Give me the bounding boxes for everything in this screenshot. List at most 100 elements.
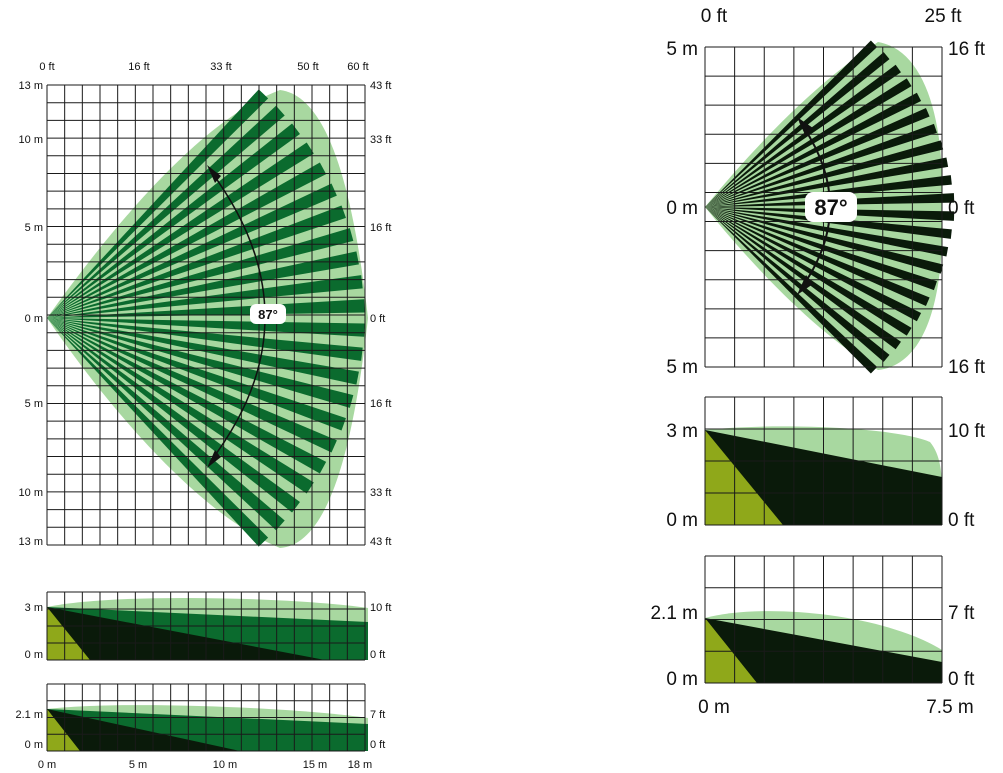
right-angle-arrow-bottom-icon bbox=[797, 275, 813, 295]
left-left-label-13m-bottom: 13 m bbox=[19, 536, 43, 548]
right-side21-label-0ft: 0 ft bbox=[948, 669, 975, 690]
left-right-label-16ft-top: 16 ft bbox=[370, 222, 391, 234]
right-side3-label-10ft: 10 ft bbox=[948, 421, 986, 442]
beam-wedge bbox=[705, 78, 912, 207]
beam-wedge bbox=[47, 251, 359, 318]
left-left-label-10m-top: 10 m bbox=[19, 134, 43, 146]
beam-wedge bbox=[47, 183, 337, 318]
right-side21-label-7ft: 7 ft bbox=[948, 603, 975, 624]
beam-wedge bbox=[47, 318, 337, 453]
right-side3-label-0m: 0 m bbox=[666, 510, 698, 531]
right-left-label-5m-bottom: 5 m bbox=[666, 357, 698, 378]
left-angle-arrow-top-icon bbox=[207, 165, 221, 183]
beam-wedge bbox=[47, 142, 314, 318]
beam-wedge bbox=[705, 207, 878, 374]
left-side21-grid bbox=[46, 683, 366, 752]
beam-wedge bbox=[705, 207, 922, 322]
beam-wedge bbox=[705, 123, 937, 207]
left-right-label-43ft-top: 43 ft bbox=[370, 80, 391, 92]
right-bottom-label-7-5m: 7.5 m bbox=[926, 697, 974, 718]
right-side3-label-3m: 3 m bbox=[666, 421, 698, 442]
right-left-label-5m-top: 5 m bbox=[666, 39, 698, 60]
right-side21-label-2-1m: 2.1 m bbox=[650, 603, 698, 624]
beam-wedge bbox=[705, 92, 922, 207]
left-side3-label-0m: 0 m bbox=[25, 649, 43, 661]
left-angle-arrow-bottom-icon bbox=[207, 450, 221, 468]
left-left-label-10m-bottom: 10 m bbox=[19, 487, 43, 499]
right-bottom-label-0m: 0 m bbox=[698, 697, 730, 718]
right-right-label-0ft: 0 ft bbox=[948, 198, 975, 219]
beam-wedge bbox=[705, 207, 890, 362]
beam-wedge bbox=[47, 318, 285, 531]
right-side-view-3m: 3 m 0 m 10 ft 0 ft bbox=[666, 396, 986, 531]
right-side3-floor-zone bbox=[705, 430, 783, 525]
left-side21-floor-zone bbox=[47, 709, 80, 751]
left-side3-grid bbox=[46, 591, 366, 661]
left-top-label-33ft: 33 ft bbox=[210, 61, 231, 73]
beam-wedge bbox=[47, 318, 300, 513]
left-side-view-3m: 3 m 0 m 10 ft 0 ft bbox=[25, 591, 391, 661]
beam-wedge bbox=[705, 207, 901, 350]
beam-wedge bbox=[47, 318, 269, 547]
right-side21-label-0m: 0 m bbox=[666, 669, 698, 690]
beam-wedge bbox=[705, 207, 912, 336]
beam-wedge bbox=[47, 318, 327, 474]
right-right-label-16ft-top: 16 ft bbox=[948, 39, 986, 60]
left-bottom-label-10m: 10 m bbox=[213, 759, 237, 771]
left-right-label-43ft-bottom: 43 ft bbox=[370, 536, 391, 548]
right-side-view-2-1m: 2.1 m 0 m 7 ft 0 ft 0 m 7.5 m bbox=[650, 555, 975, 718]
beam-wedge bbox=[47, 89, 269, 318]
right-angle-label-box bbox=[805, 192, 857, 222]
left-left-label-13m-top: 13 m bbox=[19, 80, 43, 92]
right-angle-label: 87° bbox=[814, 195, 847, 220]
right-top-view: 87° 0 ft 25 ft 5 m 0 m 5 m 16 ft 0 ft 16… bbox=[666, 6, 985, 378]
left-bottom-label-18m: 18 m bbox=[348, 759, 372, 771]
right-side3-grid bbox=[704, 396, 943, 526]
left-side3-label-10ft: 10 ft bbox=[370, 602, 391, 614]
left-top-label-16ft: 16 ft bbox=[128, 61, 149, 73]
left-side3-label-3m: 3 m bbox=[25, 602, 43, 614]
beam-wedge bbox=[705, 64, 901, 207]
left-top-label-0ft: 0 ft bbox=[39, 61, 54, 73]
left-angle-label: 87° bbox=[258, 307, 278, 322]
right-side3-label-0ft: 0 ft bbox=[948, 510, 975, 531]
left-right-label-0ft: 0 ft bbox=[370, 313, 385, 325]
left-right-label-33ft-top: 33 ft bbox=[370, 134, 391, 146]
right-top-label-25ft: 25 ft bbox=[925, 6, 963, 27]
left-side21-label-0ft: 0 ft bbox=[370, 739, 385, 751]
left-right-label-16ft-bottom: 16 ft bbox=[370, 398, 391, 410]
right-side21-floor-zone bbox=[705, 618, 757, 683]
left-top-label-50ft: 50 ft bbox=[297, 61, 318, 73]
left-left-label-5m-bottom: 5 m bbox=[25, 398, 43, 410]
right-top-label-0ft: 0 ft bbox=[701, 6, 728, 27]
left-right-label-33ft-bottom: 33 ft bbox=[370, 487, 391, 499]
beam-wedge bbox=[47, 105, 285, 318]
left-side21-label-0m: 0 m bbox=[25, 739, 43, 751]
left-top-view: 87° 0 ft 16 ft 33 ft 50 ft 60 ft 13 m 10… bbox=[19, 61, 391, 548]
beam-wedge bbox=[47, 123, 300, 318]
right-side21-grid bbox=[704, 555, 943, 684]
left-side3-beam-dark bbox=[47, 607, 325, 660]
left-bottom-label-15m: 15 m bbox=[303, 759, 327, 771]
beam-wedge bbox=[47, 275, 363, 318]
left-side21-beam-dark bbox=[47, 709, 240, 751]
left-bottom-label-5m: 5 m bbox=[129, 759, 147, 771]
left-side-view-2-1m: 2.1 m 0 m 7 ft 0 ft 0 m 5 m 10 m 15 m 18… bbox=[15, 683, 385, 771]
left-left-label-5m-top: 5 m bbox=[25, 222, 43, 234]
beam-wedge bbox=[705, 207, 930, 307]
left-side3-label-0ft: 0 ft bbox=[370, 649, 385, 661]
beam-wedge bbox=[705, 52, 890, 207]
left-angle-label-box bbox=[250, 304, 286, 324]
left-side3-floor-zone bbox=[47, 607, 90, 660]
left-bottom-label-0m: 0 m bbox=[38, 759, 56, 771]
left-top-grid bbox=[46, 84, 366, 546]
beam-wedge bbox=[705, 40, 878, 208]
right-angle-arrow-top-icon bbox=[797, 117, 813, 137]
beam-wedge bbox=[705, 107, 930, 207]
right-right-label-16ft-bottom: 16 ft bbox=[948, 357, 986, 378]
left-side21-label-2-1m: 2.1 m bbox=[15, 709, 43, 721]
beam-wedge bbox=[47, 318, 314, 494]
left-side21-label-7ft: 7 ft bbox=[370, 709, 385, 721]
left-top-label-60ft: 60 ft bbox=[347, 61, 368, 73]
